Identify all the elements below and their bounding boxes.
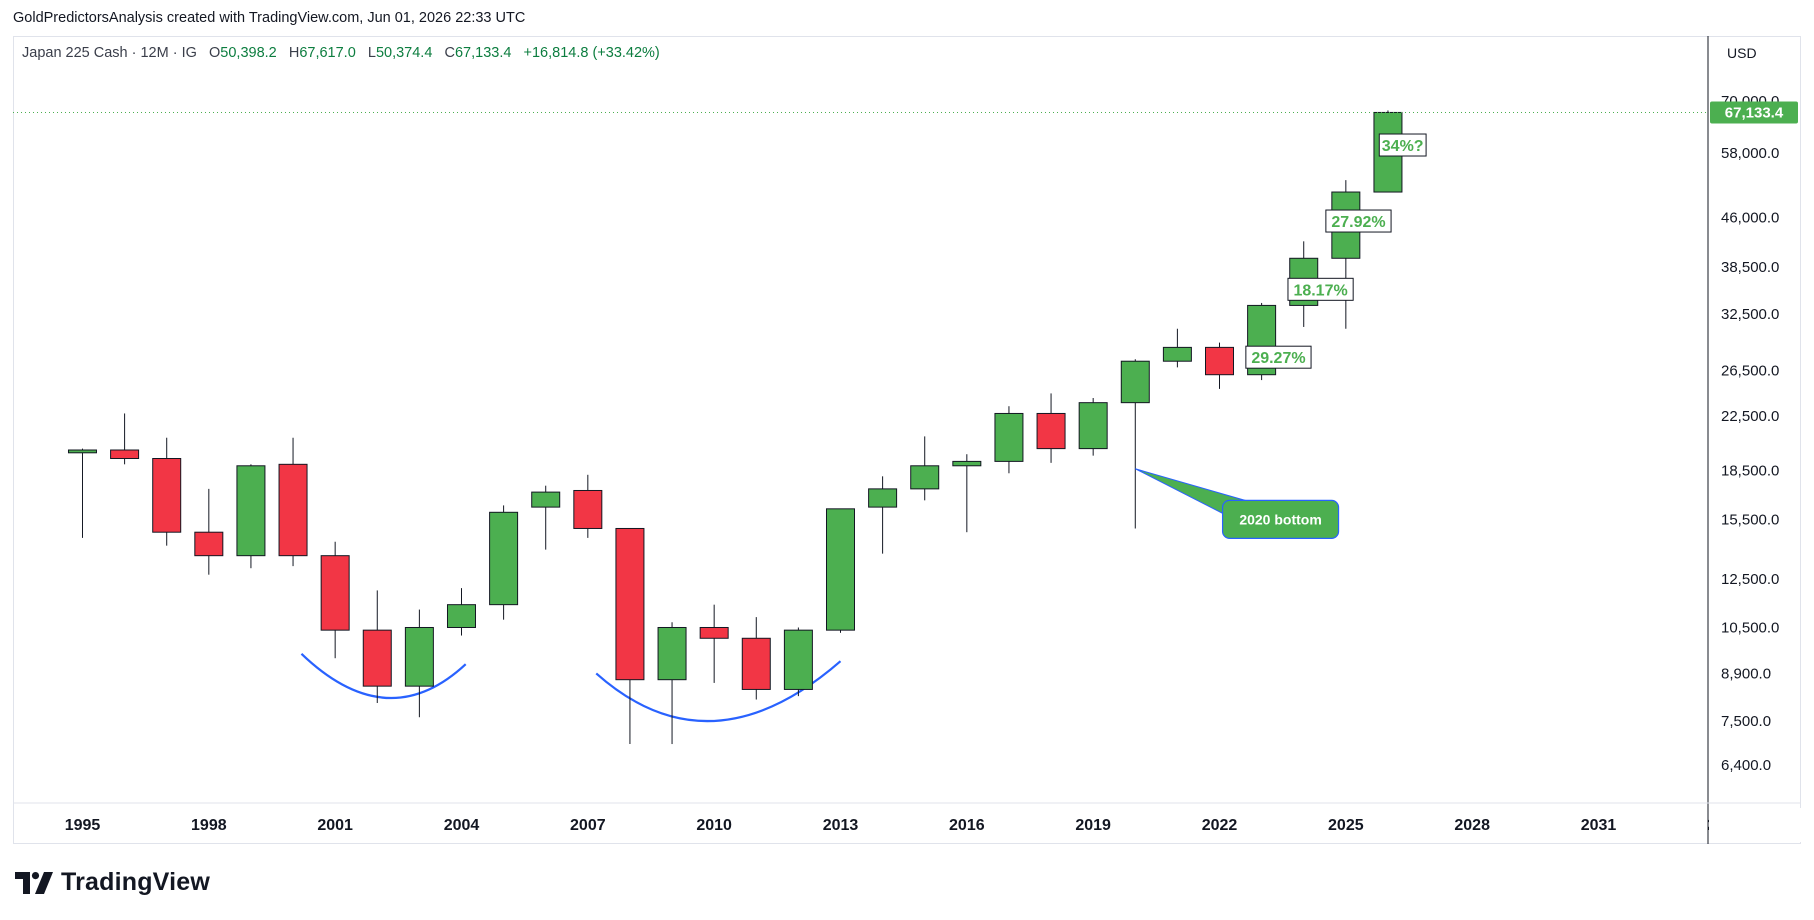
x-tick-label: 2016	[949, 817, 985, 834]
axes	[13, 36, 1801, 844]
percent-label: 29.27%	[1251, 350, 1305, 367]
y-tick-label: 8,900.0	[1721, 665, 1771, 682]
candle-body	[67, 449, 97, 454]
legend-close: 67,133.4	[454, 45, 512, 61]
y-axis-ticks: 70,000.058,000.046,000.038,500.032,500.0…	[1721, 93, 1779, 774]
candle-body	[531, 491, 561, 508]
candle-body	[1120, 360, 1150, 404]
footer-brand-text: TradingView	[61, 868, 211, 896]
candle-body	[994, 412, 1024, 462]
y-tick-label: 18,500.0	[1721, 462, 1779, 479]
y-tick-label: 26,500.0	[1721, 362, 1779, 379]
candles	[67, 110, 1403, 745]
candle-body	[741, 637, 771, 690]
candle-body	[573, 489, 603, 529]
legend-high-label: H	[288, 45, 300, 61]
legend-open-label: O	[209, 45, 221, 61]
candle-body	[362, 629, 392, 687]
candle-body	[320, 555, 350, 631]
last-price-tag	[1710, 101, 1798, 124]
chart-legend: Japan 225 Cash · 12M · IG O50,398.2 H67,…	[22, 45, 660, 61]
y-tick-label: 12,500.0	[1721, 571, 1779, 588]
x-tick-label: 2031	[1581, 817, 1617, 834]
candle-body	[110, 449, 140, 460]
x-axis-clip	[1709, 808, 1801, 842]
candle-body	[952, 460, 982, 467]
chart-frame[interactable]	[13, 36, 1801, 844]
x-tick-label: 2019	[1075, 817, 1111, 834]
last-price-marker: 67,133.4	[13, 101, 1798, 124]
legend-low-label: L	[367, 45, 376, 61]
candle-body	[236, 465, 266, 557]
y-tick-label: 10,500.0	[1721, 619, 1779, 636]
x-tick-label: 1998	[191, 817, 227, 834]
candle-body	[699, 626, 729, 639]
candle-body	[615, 527, 645, 681]
x-tick-label: 1995	[65, 817, 101, 834]
percent-label: 18.17%	[1293, 282, 1347, 299]
y-tick-label: 46,000.0	[1721, 209, 1779, 226]
candle-body	[1205, 346, 1235, 376]
candle-body	[657, 626, 687, 681]
x-tick-label: 2004	[444, 817, 480, 834]
y-tick-label: 38,500.0	[1721, 259, 1779, 276]
y-tick-label: 22,500.0	[1721, 408, 1779, 425]
currency-selector[interactable]: USD	[1727, 45, 1757, 61]
callout-label: 2020 bottom	[1239, 511, 1321, 527]
y-tick-label: 7,500.0	[1721, 713, 1771, 730]
y-tick-label: 58,000.0	[1721, 145, 1779, 162]
candle-body	[194, 531, 224, 557]
x-tick-label: 2013	[823, 817, 859, 834]
candle-body	[825, 508, 855, 631]
legend-close-label: C	[444, 45, 455, 61]
legend-symbol: Japan 225 Cash · 12M · IG	[22, 45, 197, 61]
candle-body	[446, 604, 476, 628]
candle-body	[1078, 402, 1108, 450]
cup-curve	[300, 653, 467, 700]
candle-body	[489, 511, 519, 606]
x-tick-label: 2007	[570, 817, 606, 834]
percent-label-box	[1378, 133, 1427, 157]
annotations: 29.27% 18.17% 27.92% 34%? 2020 bottom	[1135, 133, 1427, 539]
x-tick-label: 2001	[317, 817, 353, 834]
percent-label: 27.92%	[1331, 214, 1385, 231]
percent-label-box	[1325, 209, 1392, 233]
tradingview-logo-icon	[15, 871, 53, 894]
legend-low: 50,374.4	[375, 45, 433, 61]
x-tick-label: 2028	[1454, 817, 1490, 834]
x-tick-label: 2022	[1202, 817, 1238, 834]
candle-body	[910, 465, 940, 490]
x-tick-label: 2010	[696, 817, 732, 834]
legend-change: +16,814.8 (+33.42%)	[523, 45, 660, 61]
percent-label-box	[1245, 345, 1312, 369]
footer-brand[interactable]: TradingView	[15, 868, 210, 897]
y-tick-label: 15,500.0	[1721, 511, 1779, 528]
last-price-label: 67,133.4	[1725, 104, 1784, 121]
candle-body	[1036, 412, 1066, 450]
x-axis-ticks: 1995 1998 2001 2004 2007 2010 2013 2016 2019 2022…	[65, 808, 1801, 842]
attribution-text: GoldPredictorsAnalysis created with Trad…	[13, 10, 526, 26]
candle-body	[783, 629, 813, 690]
candle-body	[152, 458, 182, 533]
x-tick-label: 2025	[1328, 817, 1364, 834]
percent-label-box	[1287, 277, 1354, 301]
candle-body	[278, 463, 308, 557]
y-tick-label: 6,400.0	[1721, 757, 1771, 774]
candle-body	[1162, 346, 1192, 362]
candle-body	[404, 626, 434, 687]
y-tick-label: 32,500.0	[1721, 306, 1779, 323]
callout-box	[1221, 499, 1340, 539]
percent-label: 34%?	[1382, 138, 1424, 155]
candle-body	[868, 488, 898, 508]
legend-open: 50,398.2	[220, 45, 277, 61]
legend-high: 67,617.0	[299, 45, 356, 61]
